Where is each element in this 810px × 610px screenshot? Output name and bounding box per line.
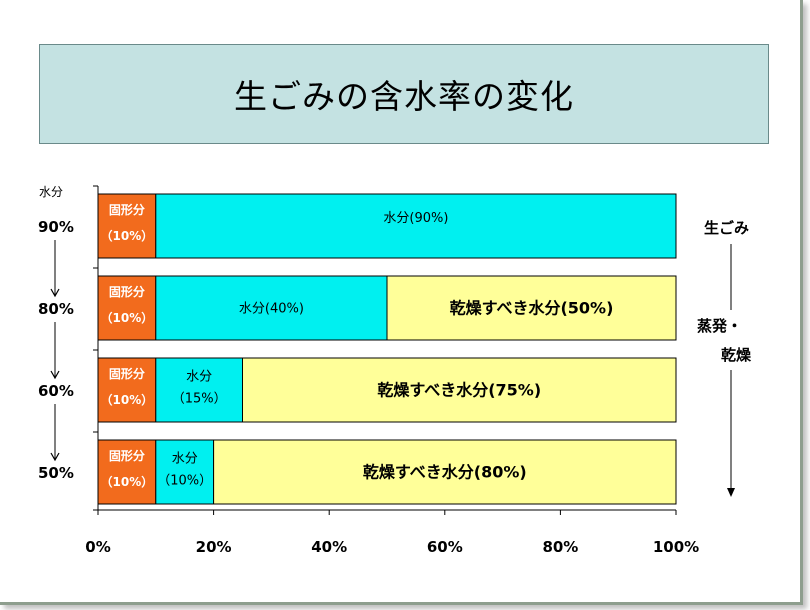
bar-water-label: 水分	[186, 370, 212, 385]
down-arrow-icon	[50, 370, 60, 380]
x-tick-label: 60%	[427, 538, 463, 556]
annotation-raw-garbage: 生ごみ	[704, 219, 749, 237]
x-tick-label: 0%	[85, 538, 110, 556]
bar-water-segment	[155, 275, 388, 341]
process-arrow-icon	[727, 488, 735, 497]
bar-dry-segment	[213, 439, 677, 505]
bar-dry-label: 乾燥すべき水分(50%)	[450, 299, 614, 318]
annotation-evaporation: 蒸発・	[697, 317, 742, 335]
bar-dry-label: 乾燥すべき水分(80%)	[363, 463, 527, 482]
moisture-label: 60%	[38, 382, 74, 400]
bar-water-label: 水分(40%)	[239, 302, 304, 317]
bar-water-label: 水分(90%)	[383, 211, 448, 226]
bar-solid-label: （10%）	[101, 392, 154, 407]
bar-water-segment	[155, 439, 215, 505]
bar-solid-segment	[97, 275, 157, 341]
bar-solid-segment	[97, 193, 157, 259]
bar-water-label: 水分	[172, 452, 198, 467]
annotation-bg	[690, 310, 768, 370]
bar-dry-segment	[386, 275, 677, 341]
bar-solid-label: （10%）	[101, 474, 154, 489]
bar-solid-label: 固形分	[109, 284, 145, 299]
bar-solid-segment	[97, 439, 157, 505]
chart-title: 生ごみの含水率の変化	[234, 77, 574, 116]
bar-water-label: （10%）	[157, 474, 212, 489]
bar-solid-label: 固形分	[109, 448, 145, 463]
bar-dry-label: 乾燥すべき水分(75%)	[377, 381, 541, 400]
bar-solid-label: 固形分	[109, 366, 145, 381]
x-tick-label: 20%	[196, 538, 232, 556]
x-tick-label: 40%	[311, 538, 347, 556]
moisture-label: 80%	[38, 300, 74, 318]
moisture-label: 90%	[38, 218, 74, 236]
bar-water-label: （15%）	[172, 392, 227, 407]
down-arrow-icon	[50, 452, 60, 462]
title-box: 生ごみの含水率の変化	[39, 44, 769, 144]
bar-solid-label: （10%）	[101, 228, 154, 243]
moisture-label: 50%	[38, 464, 74, 482]
annotation-drying: 乾燥	[721, 346, 752, 364]
bar-solid-segment	[97, 357, 157, 423]
bar-water-segment	[155, 357, 243, 423]
bar-dry-segment	[242, 357, 677, 423]
x-tick-label: 80%	[542, 538, 578, 556]
x-tick-label: 100%	[653, 538, 699, 556]
down-arrow-icon	[50, 288, 60, 298]
bar-water-segment	[155, 193, 677, 259]
bar-solid-label: （10%）	[101, 310, 154, 325]
y-axis-header: 水分	[39, 185, 63, 199]
bar-solid-label: 固形分	[109, 202, 145, 217]
